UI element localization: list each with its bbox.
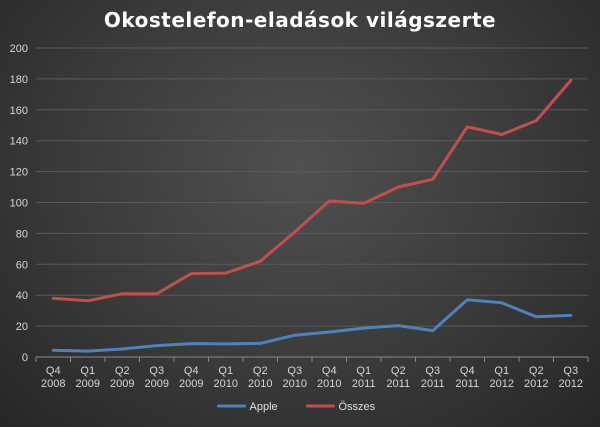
- x-tick-label: Q4 2011: [455, 365, 479, 390]
- x-tick-year: 2010: [317, 378, 341, 390]
- x-tick-quarter: Q4: [46, 365, 61, 377]
- legend-label: Összes: [339, 401, 376, 413]
- series-line-apple: [51, 298, 573, 353]
- y-tick-label: 100: [10, 198, 28, 210]
- y-tick-label: 20: [16, 321, 28, 333]
- x-tick-quarter: Q2: [115, 365, 130, 377]
- x-tick-quarter: Q2: [253, 365, 268, 377]
- x-tick-label: Q1 2010: [214, 365, 238, 390]
- x-tick-label: Q3 2010: [283, 365, 307, 390]
- x-tick-quarter: Q4: [460, 365, 475, 377]
- x-tick-quarter: Q1: [80, 365, 95, 377]
- x-tick-quarter: Q3: [563, 365, 578, 377]
- x-tick-quarter: Q4: [184, 365, 199, 377]
- y-tick-label: 140: [10, 136, 28, 148]
- x-tick-year: 2011: [421, 378, 445, 390]
- y-tick-label: 180: [10, 74, 28, 86]
- x-tick-label: Q2 2011: [386, 365, 410, 390]
- x-tick-label: Q3 2009: [145, 365, 169, 390]
- x-tick-label: Q4 2010: [317, 365, 341, 390]
- x-tick-quarter: Q1: [494, 365, 509, 377]
- x-tick-year: 2011: [455, 378, 479, 390]
- chart-title: Okostelefon-eladások világszerte: [103, 8, 497, 32]
- x-tick-year: 2010: [214, 378, 238, 390]
- y-tick-label: 160: [10, 105, 28, 117]
- y-tick-label: 0: [22, 352, 28, 364]
- x-tick-label: Q2 2009: [110, 365, 134, 390]
- y-tick-label: 200: [10, 43, 28, 55]
- x-tick-year: 2010: [248, 378, 272, 390]
- x-tick-quarter: Q1: [356, 365, 371, 377]
- y-tick-label: 80: [16, 228, 28, 240]
- x-tick-quarter: Q4: [322, 365, 337, 377]
- x-tick-year: 2012: [490, 378, 514, 390]
- x-tick-year: 2012: [524, 378, 548, 390]
- x-tick-quarter: Q3: [287, 365, 302, 377]
- y-tick-label: 60: [16, 259, 28, 271]
- x-tick-quarter: Q3: [149, 365, 164, 377]
- series-line--sszes: [51, 78, 573, 303]
- x-tick-quarter: Q3: [425, 365, 440, 377]
- x-tick-label: Q2 2010: [248, 365, 272, 390]
- x-tick-label: Q4 2008: [41, 365, 65, 390]
- x-tick-label: Q2 2012: [524, 365, 548, 390]
- y-tick-label: 40: [16, 290, 28, 302]
- legend-label: Apple: [250, 401, 278, 413]
- x-tick-label: Q1 2009: [76, 365, 100, 390]
- x-tick-year: 2009: [145, 378, 169, 390]
- x-tick-year: 2011: [352, 378, 376, 390]
- x-tick-label: Q3 2012: [559, 365, 583, 390]
- x-tick-year: 2009: [76, 378, 100, 390]
- x-tick-year: 2009: [110, 378, 134, 390]
- x-tick-quarter: Q1: [218, 365, 233, 377]
- x-tick-year: 2008: [41, 378, 65, 390]
- x-tick-year: 2009: [179, 378, 203, 390]
- x-tick-year: 2011: [386, 378, 410, 390]
- x-tick-year: 2010: [283, 378, 307, 390]
- x-tick-quarter: Q2: [529, 365, 544, 377]
- x-tick-label: Q1 2011: [352, 365, 376, 390]
- y-tick-label: 120: [10, 167, 28, 179]
- x-tick-label: Q4 2009: [179, 365, 203, 390]
- x-tick-label: Q1 2012: [490, 365, 514, 390]
- x-tick-year: 2012: [559, 378, 583, 390]
- x-tick-quarter: Q2: [391, 365, 406, 377]
- x-tick-label: Q3 2011: [421, 365, 445, 390]
